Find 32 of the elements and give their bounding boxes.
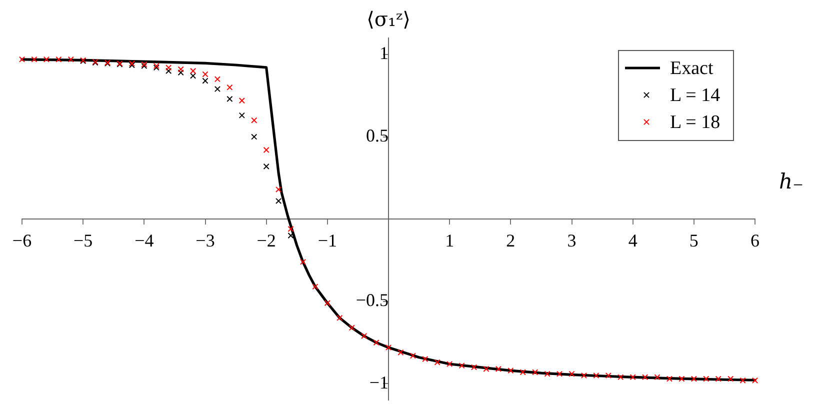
point [288,232,294,239]
point [238,112,245,118]
x-tick-label: 6 [750,230,760,251]
x-tick-label: 4 [628,230,638,251]
y-tick-label: −0.5 [356,290,388,310]
x-tick-label: −5 [74,230,93,251]
x-tick-label: 5 [689,230,698,251]
y-tick-label: 0.5 [366,126,388,146]
x-tick-label: 2 [506,230,516,251]
x-tick-label: −3 [196,230,215,251]
point [214,86,221,92]
legend-label: Exact [670,58,714,79]
y-tick-label: −1 [369,372,388,392]
x-tick-label: −2 [256,230,276,251]
x-tick-label: −1 [318,230,337,251]
x-axis-title: h₋ [779,170,804,194]
x-tick-label: −4 [134,230,154,251]
point [251,134,258,140]
point [166,68,172,74]
point [202,78,208,84]
x-tick-label: 1 [445,230,454,251]
point [178,70,184,76]
y-axis-title: ⟨σ₁ᶻ⟩ [366,7,410,32]
legend-label: L = 14 [670,84,721,106]
point [226,96,233,102]
point [276,198,282,204]
x-tick-label: 3 [567,230,576,251]
legend-label: L = 18 [670,112,720,133]
y-tick-label: 1 [380,43,388,64]
point [263,163,270,170]
x-tick-label: −6 [12,230,32,251]
point [190,72,196,79]
